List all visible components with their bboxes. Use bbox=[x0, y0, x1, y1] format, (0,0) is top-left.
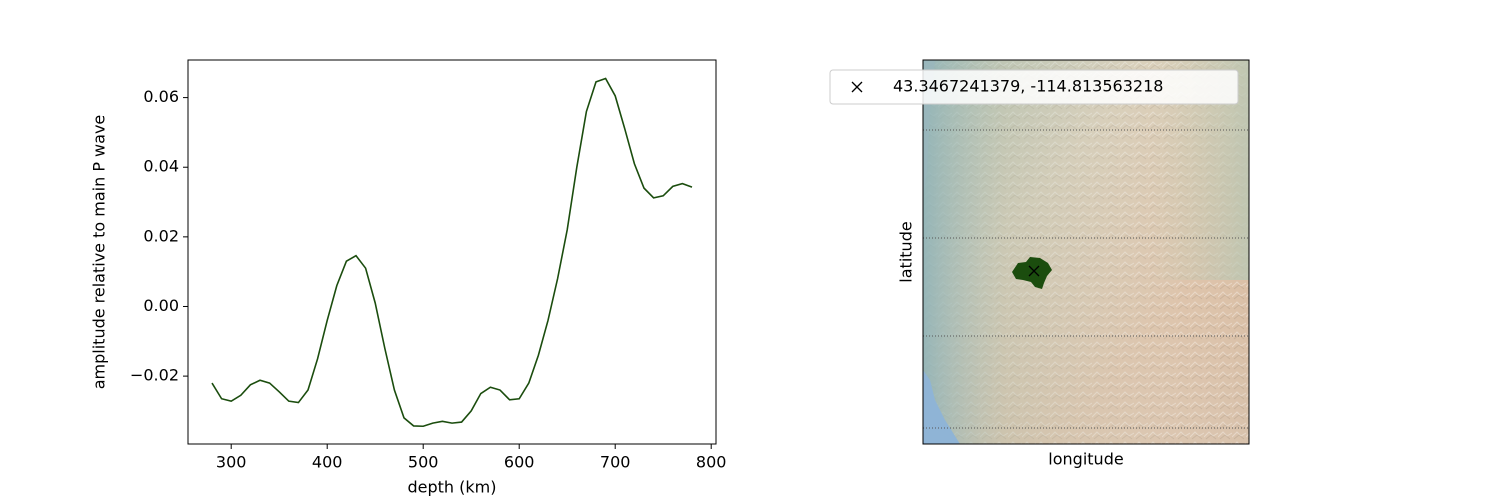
legend-label: 43.3467241379, -114.813563218 bbox=[893, 77, 1163, 96]
x-tick-label: 800 bbox=[696, 453, 727, 472]
y-axis-label: amplitude relative to main P wave bbox=[90, 115, 109, 390]
legend-box bbox=[829, 69, 1239, 105]
x-tick-label: 300 bbox=[216, 453, 247, 472]
legend-marker bbox=[851, 81, 863, 93]
map-frame bbox=[922, 59, 1250, 445]
x-axis-label: depth (km) bbox=[408, 478, 497, 497]
x-tick-label: 400 bbox=[312, 453, 343, 472]
x-tick-label: 500 bbox=[408, 453, 439, 472]
y-tick-label: −0.02 bbox=[130, 366, 179, 385]
y-tick-label: 0.06 bbox=[143, 87, 179, 106]
x-tick-label: 700 bbox=[600, 453, 631, 472]
y-axis-label: latitude bbox=[897, 221, 916, 282]
y-tick-label: 0.04 bbox=[143, 157, 179, 176]
data-line bbox=[211, 77, 693, 428]
y-tick-label: 0.02 bbox=[143, 226, 179, 245]
x-axis-label: longitude bbox=[1048, 450, 1123, 469]
y-tick-label: 0.00 bbox=[143, 296, 179, 315]
axes-frame bbox=[187, 59, 717, 445]
point-marker bbox=[1028, 265, 1040, 277]
map-background bbox=[923, 60, 1249, 444]
x-tick-label: 600 bbox=[504, 453, 535, 472]
